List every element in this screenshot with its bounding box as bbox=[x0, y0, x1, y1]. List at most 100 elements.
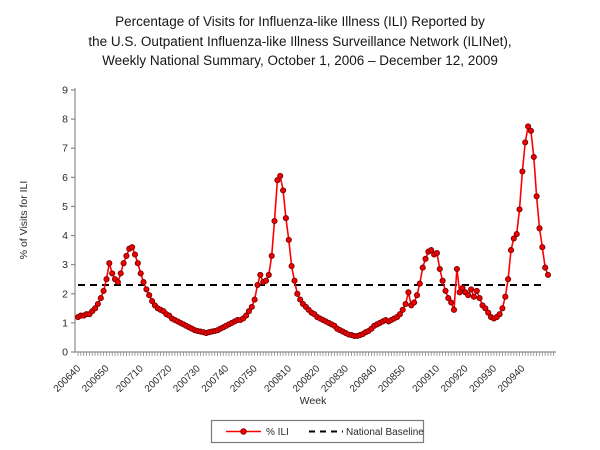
ili-data-point bbox=[257, 271, 264, 278]
ili-data-point bbox=[445, 295, 452, 302]
ili-data-point bbox=[274, 177, 281, 184]
ili-data-point bbox=[485, 309, 492, 316]
legend-baseline-label: National Baseline bbox=[346, 427, 424, 438]
ili-data-point bbox=[473, 287, 480, 294]
x-tick-label: 200930 bbox=[468, 363, 500, 395]
ili-data-point bbox=[539, 244, 546, 251]
y-tick-label: 0 bbox=[62, 347, 68, 359]
ili-data-point bbox=[265, 271, 272, 278]
x-tick-label: 200920 bbox=[439, 363, 471, 395]
ili-data-point bbox=[510, 235, 517, 242]
y-axis-title: % of Visits for ILI bbox=[18, 181, 30, 260]
x-tick-label: 200940 bbox=[496, 363, 528, 395]
ili-data-point bbox=[262, 277, 270, 284]
x-tick-label: 200640 bbox=[52, 363, 84, 395]
ili-data-point bbox=[513, 231, 520, 238]
y-tick-group: 0 1 2 3 4 5 6 7 8 9 bbox=[62, 85, 75, 359]
ili-line bbox=[77, 125, 549, 337]
ili-data-point bbox=[396, 311, 403, 318]
ili-data-point bbox=[422, 255, 429, 262]
ili-data-point bbox=[243, 312, 250, 319]
ili-data-point bbox=[294, 290, 301, 297]
ili-data-point bbox=[245, 308, 252, 315]
x-tick-label: 200750 bbox=[228, 363, 260, 395]
y-tick-label: 8 bbox=[62, 114, 68, 126]
ili-data-point bbox=[413, 292, 421, 299]
ili-data-point bbox=[288, 263, 295, 270]
ili-data-point bbox=[399, 306, 406, 313]
y-tick-label: 9 bbox=[62, 85, 68, 97]
ili-data-point bbox=[502, 293, 509, 300]
ili-data-point bbox=[527, 127, 534, 134]
ili-data-point bbox=[530, 153, 537, 161]
ili-data-point bbox=[459, 284, 466, 292]
ili-data-point bbox=[143, 286, 150, 293]
ili-data-point bbox=[97, 295, 104, 302]
legend-ili-marker-sample bbox=[240, 428, 247, 435]
ili-data-point bbox=[468, 286, 475, 293]
ili-data-point bbox=[533, 193, 540, 200]
legend-ili-label: % ILI bbox=[266, 427, 289, 438]
ili-data-point bbox=[436, 265, 443, 273]
ili-data-point bbox=[106, 260, 113, 267]
y-tick-label: 6 bbox=[62, 172, 68, 184]
y-tick-label: 7 bbox=[62, 143, 68, 155]
x-axis-title: Week bbox=[300, 395, 327, 407]
ili-data-point bbox=[522, 139, 529, 146]
ili-data-point bbox=[453, 265, 460, 273]
ili-data-point bbox=[507, 247, 515, 254]
ili-data-point bbox=[525, 123, 532, 130]
ili-data-point bbox=[129, 244, 136, 251]
ili-data-point bbox=[428, 247, 435, 254]
ili-data-point bbox=[536, 225, 543, 232]
x-tick-label: 200710 bbox=[114, 363, 146, 395]
ili-data-point bbox=[120, 260, 127, 267]
x-tick-label: 200810 bbox=[263, 363, 295, 395]
x-tick-label: 200840 bbox=[348, 363, 380, 395]
ili-data-point bbox=[248, 303, 255, 310]
ili-data-point bbox=[465, 292, 472, 299]
ili-data-point bbox=[251, 296, 258, 303]
ili-data-point bbox=[442, 287, 449, 294]
ili-data-point bbox=[544, 271, 552, 278]
ili-data-point bbox=[439, 277, 446, 284]
ili-data-point bbox=[268, 252, 275, 259]
ili-data-point bbox=[433, 249, 440, 257]
chart-title: Percentage of Visits for Influenza-like … bbox=[0, 12, 600, 71]
ili-data-point bbox=[519, 168, 526, 175]
ili-data-point bbox=[131, 251, 139, 258]
y-tick-label: 4 bbox=[62, 230, 68, 242]
x-tick-label: 200830 bbox=[320, 363, 352, 395]
x-tick-label: 200820 bbox=[291, 363, 323, 395]
ili-data-point bbox=[542, 264, 549, 271]
x-tick-label: 200650 bbox=[80, 363, 112, 395]
ili-data-point bbox=[103, 276, 110, 283]
ili-data-point bbox=[496, 311, 503, 318]
legend: % ILI National Baseline bbox=[210, 419, 424, 444]
ili-data-point bbox=[277, 172, 284, 179]
x-tick-label: 200740 bbox=[200, 363, 232, 395]
chart-title-line-2: the U.S. Outpatient Influenza-like Illne… bbox=[88, 33, 512, 49]
ili-data-point bbox=[499, 305, 506, 312]
x-tick-label: 200910 bbox=[411, 363, 443, 395]
chart-title-line-3: Weekly National Summary, October 1, 2006… bbox=[102, 53, 498, 69]
chart-title-line-1: Percentage of Visits for Influenza-like … bbox=[115, 14, 485, 29]
x-tick-label: 200850 bbox=[376, 363, 408, 395]
ili-data-point bbox=[140, 279, 147, 286]
ili-data-point bbox=[411, 299, 418, 306]
ili-data-point bbox=[109, 270, 116, 277]
ili-data-point bbox=[405, 289, 412, 296]
ili-data-point bbox=[448, 299, 455, 306]
y-tick-label: 2 bbox=[62, 288, 68, 300]
ili-data-point bbox=[117, 270, 124, 277]
ili-data-point bbox=[285, 236, 292, 243]
ili-data-point bbox=[92, 305, 99, 312]
ili-data-point bbox=[137, 270, 144, 277]
ili-data-point bbox=[149, 298, 156, 305]
y-tick-label: 1 bbox=[62, 317, 68, 329]
ili-data-point bbox=[505, 276, 512, 283]
ili-data-point bbox=[280, 187, 287, 194]
